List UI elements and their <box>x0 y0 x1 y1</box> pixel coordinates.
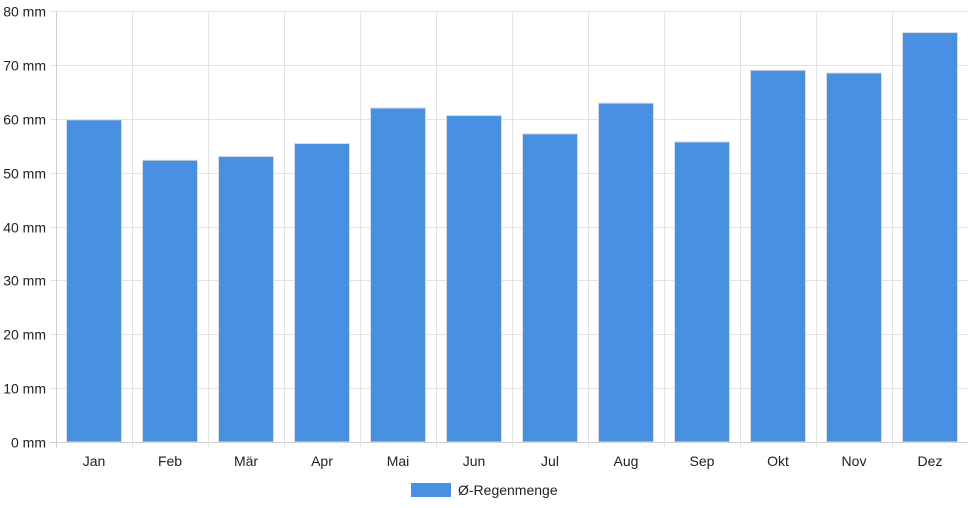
x-tick-label: Okt <box>767 453 789 469</box>
legend-swatch[interactable] <box>411 483 451 497</box>
x-tick-label: Jul <box>541 453 559 469</box>
bar-apr[interactable] <box>294 143 350 443</box>
x-tick-label: Jun <box>463 453 486 469</box>
y-tick-label: 0 mm <box>11 435 46 451</box>
bar-feb[interactable] <box>142 159 198 443</box>
y-tick-label: 70 mm <box>3 58 46 74</box>
x-tick-label: Mär <box>234 453 258 469</box>
bar-aug[interactable] <box>598 102 654 443</box>
x-tick-label: Nov <box>842 453 867 469</box>
y-tick-label: 30 mm <box>3 273 46 289</box>
bar-jul[interactable] <box>522 133 578 443</box>
x-tick-label: Sep <box>690 453 715 469</box>
bar-nov[interactable] <box>826 72 882 443</box>
x-tick-label: Jan <box>83 453 106 469</box>
bar-dez[interactable] <box>902 32 958 443</box>
x-tick-label: Feb <box>158 453 182 469</box>
legend[interactable]: Ø-Regenmenge <box>411 482 558 498</box>
grid-layer <box>50 11 968 448</box>
legend-label[interactable]: Ø-Regenmenge <box>458 482 558 498</box>
x-tick-label: Mai <box>387 453 410 469</box>
y-tick-label: 20 mm <box>3 327 46 343</box>
bar-mai[interactable] <box>370 107 426 443</box>
bar-jan[interactable] <box>66 119 122 443</box>
y-tick-label: 60 mm <box>3 112 46 128</box>
bar-sep[interactable] <box>674 141 730 443</box>
x-axis-ticks: Jan Feb Mär Apr Mai Jun Jul Aug Sep Okt Nov Dez <box>83 453 943 469</box>
y-tick-label: 50 mm <box>3 166 46 182</box>
x-tick-label: Dez <box>918 453 943 469</box>
bars-layer <box>66 32 958 443</box>
y-tick-label: 80 mm <box>3 4 46 20</box>
y-tick-label: 10 mm <box>3 381 46 397</box>
bar-jun[interactable] <box>446 115 502 443</box>
x-tick-label: Apr <box>311 453 333 469</box>
bar-mär[interactable] <box>218 155 274 443</box>
x-tick-label: Aug <box>614 453 639 469</box>
y-tick-label: 40 mm <box>3 220 46 236</box>
y-axis-ticks: 0 mm 10 mm 20 mm 30 mm 40 mm 50 mm 60 mm 70 mm 8… <box>3 4 46 451</box>
bar-okt[interactable] <box>750 69 806 443</box>
